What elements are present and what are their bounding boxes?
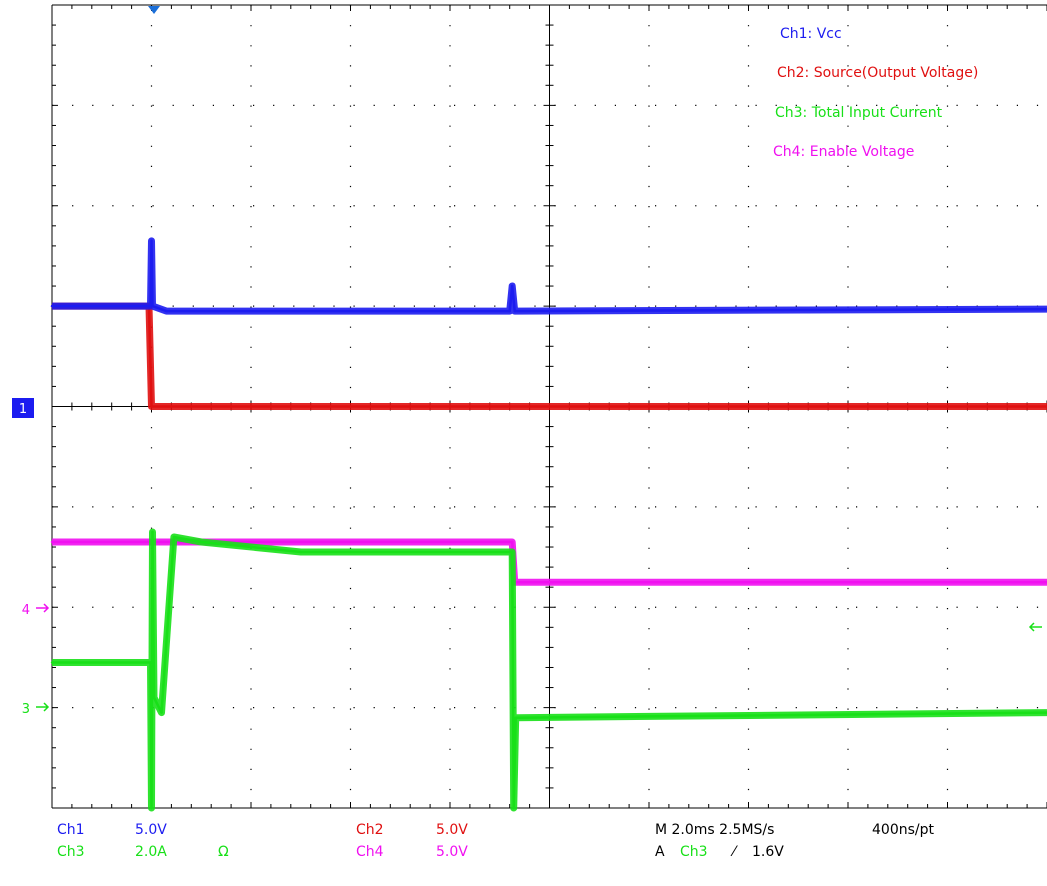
trace-point-ch3 [149, 661, 152, 664]
readout-trigger-source: Ch3 [680, 844, 708, 860]
trace-ch3-core [52, 530, 1047, 810]
legend-ch4: Ch4: Enable Voltage [773, 144, 914, 160]
readout-ch2-scale: 5.0V [436, 822, 468, 838]
trace-point-ch3 [151, 530, 154, 534]
ch1-marker-box [12, 398, 34, 418]
trace-point-ch3 [299, 550, 302, 554]
readout-ch2-label: Ch2 [356, 822, 384, 838]
ch3-marker-arrow [36, 702, 50, 712]
readout-timebase: M 2.0ms 2.5MS/s [655, 822, 774, 838]
trace-point-ch1 [508, 309, 511, 313]
legend-ch1: Ch1: Vcc [780, 26, 842, 42]
readout-ch1-scale: 5.0V [135, 822, 167, 838]
trace-point-ch4 [50, 540, 54, 544]
trace-point-ch3 [50, 661, 54, 664]
trace-point-ch1 [150, 239, 153, 243]
legend-ch3: Ch3: Total Input Current [775, 105, 943, 121]
readout-ch3-label: Ch3 [57, 844, 85, 860]
readout-record: 400ns/pt [872, 822, 934, 838]
readout-trigger-level: 1.6V [752, 844, 784, 860]
readout-ch3-coupling: Ω [218, 844, 229, 860]
trace-point-ch3 [511, 550, 514, 554]
trace-point-ch1 [165, 309, 168, 313]
trace-point-ch4 [511, 540, 514, 544]
trace-point-ch3 [172, 535, 176, 539]
ch4-marker-label: 4 [22, 603, 30, 618]
trace-point-ch1 [513, 309, 516, 313]
trace-point-ch1 [151, 304, 154, 308]
readout-ch4-label: Ch4 [356, 844, 384, 860]
readout-ch4-scale: 5.0V [436, 844, 468, 860]
trace-point-ch2 [148, 345, 152, 348]
ch1-marker-label: 1 [19, 402, 27, 417]
readout-trigger-prefix: A [655, 844, 665, 860]
trace-point-ch3 [152, 696, 156, 699]
trace-point-ch1 [511, 284, 514, 288]
trace-point-ch3 [150, 806, 153, 810]
readout-ch1-label: Ch1 [57, 822, 85, 838]
trace-point-ch1 [149, 304, 152, 308]
ch1-marker-arrow [36, 403, 50, 413]
legend-ch2: Ch2: Source(Output Voltage) [777, 65, 978, 81]
trigger-position-marker [148, 6, 160, 14]
trigger-level-marker [1028, 622, 1042, 632]
trace-point-ch3 [512, 806, 515, 810]
trace-point-ch1 [50, 304, 54, 308]
ch4-marker-arrow [36, 603, 50, 613]
ch3-marker-label: 3 [22, 702, 30, 717]
trace-point-ch3 [160, 711, 163, 714]
trace-point-ch3 [200, 540, 203, 544]
traces [50, 237, 1047, 812]
readout-ch3-scale: 2.0A [135, 844, 167, 860]
trace-point-ch3 [167, 606, 171, 609]
trace-point-ch3 [514, 716, 517, 719]
readout-trigger-slope: ⁄ [730, 844, 738, 860]
trace-point-ch2 [150, 405, 153, 408]
